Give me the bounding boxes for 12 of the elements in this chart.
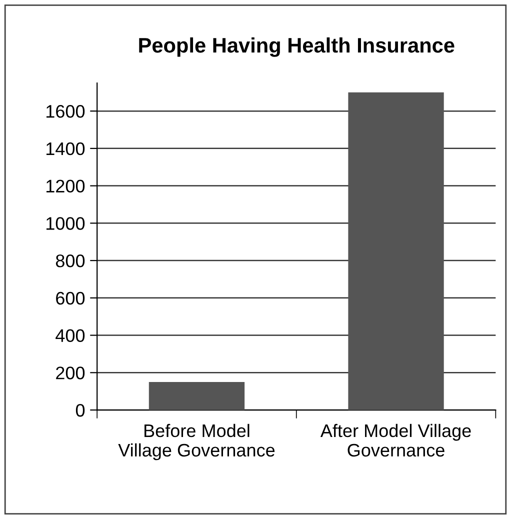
x-tick-label: After Model Village Governance	[320, 424, 471, 457]
y-tick-label: 1000	[46, 217, 85, 230]
y-tick-label: 1400	[46, 142, 85, 156]
y-tick-label: 1200	[46, 180, 85, 193]
y-tick-label: 200	[56, 366, 85, 380]
y-tick-label: 400	[56, 329, 85, 342]
y-tick-label: 1600	[46, 105, 85, 118]
y-tick-label: 0	[76, 404, 85, 417]
chart-title: People Having Health Insurance	[139, 37, 454, 57]
x-tick-label: Before Model Village Governance	[118, 424, 275, 460]
y-tick-label: 800	[56, 254, 85, 268]
y-tick-label: 600	[56, 292, 85, 305]
